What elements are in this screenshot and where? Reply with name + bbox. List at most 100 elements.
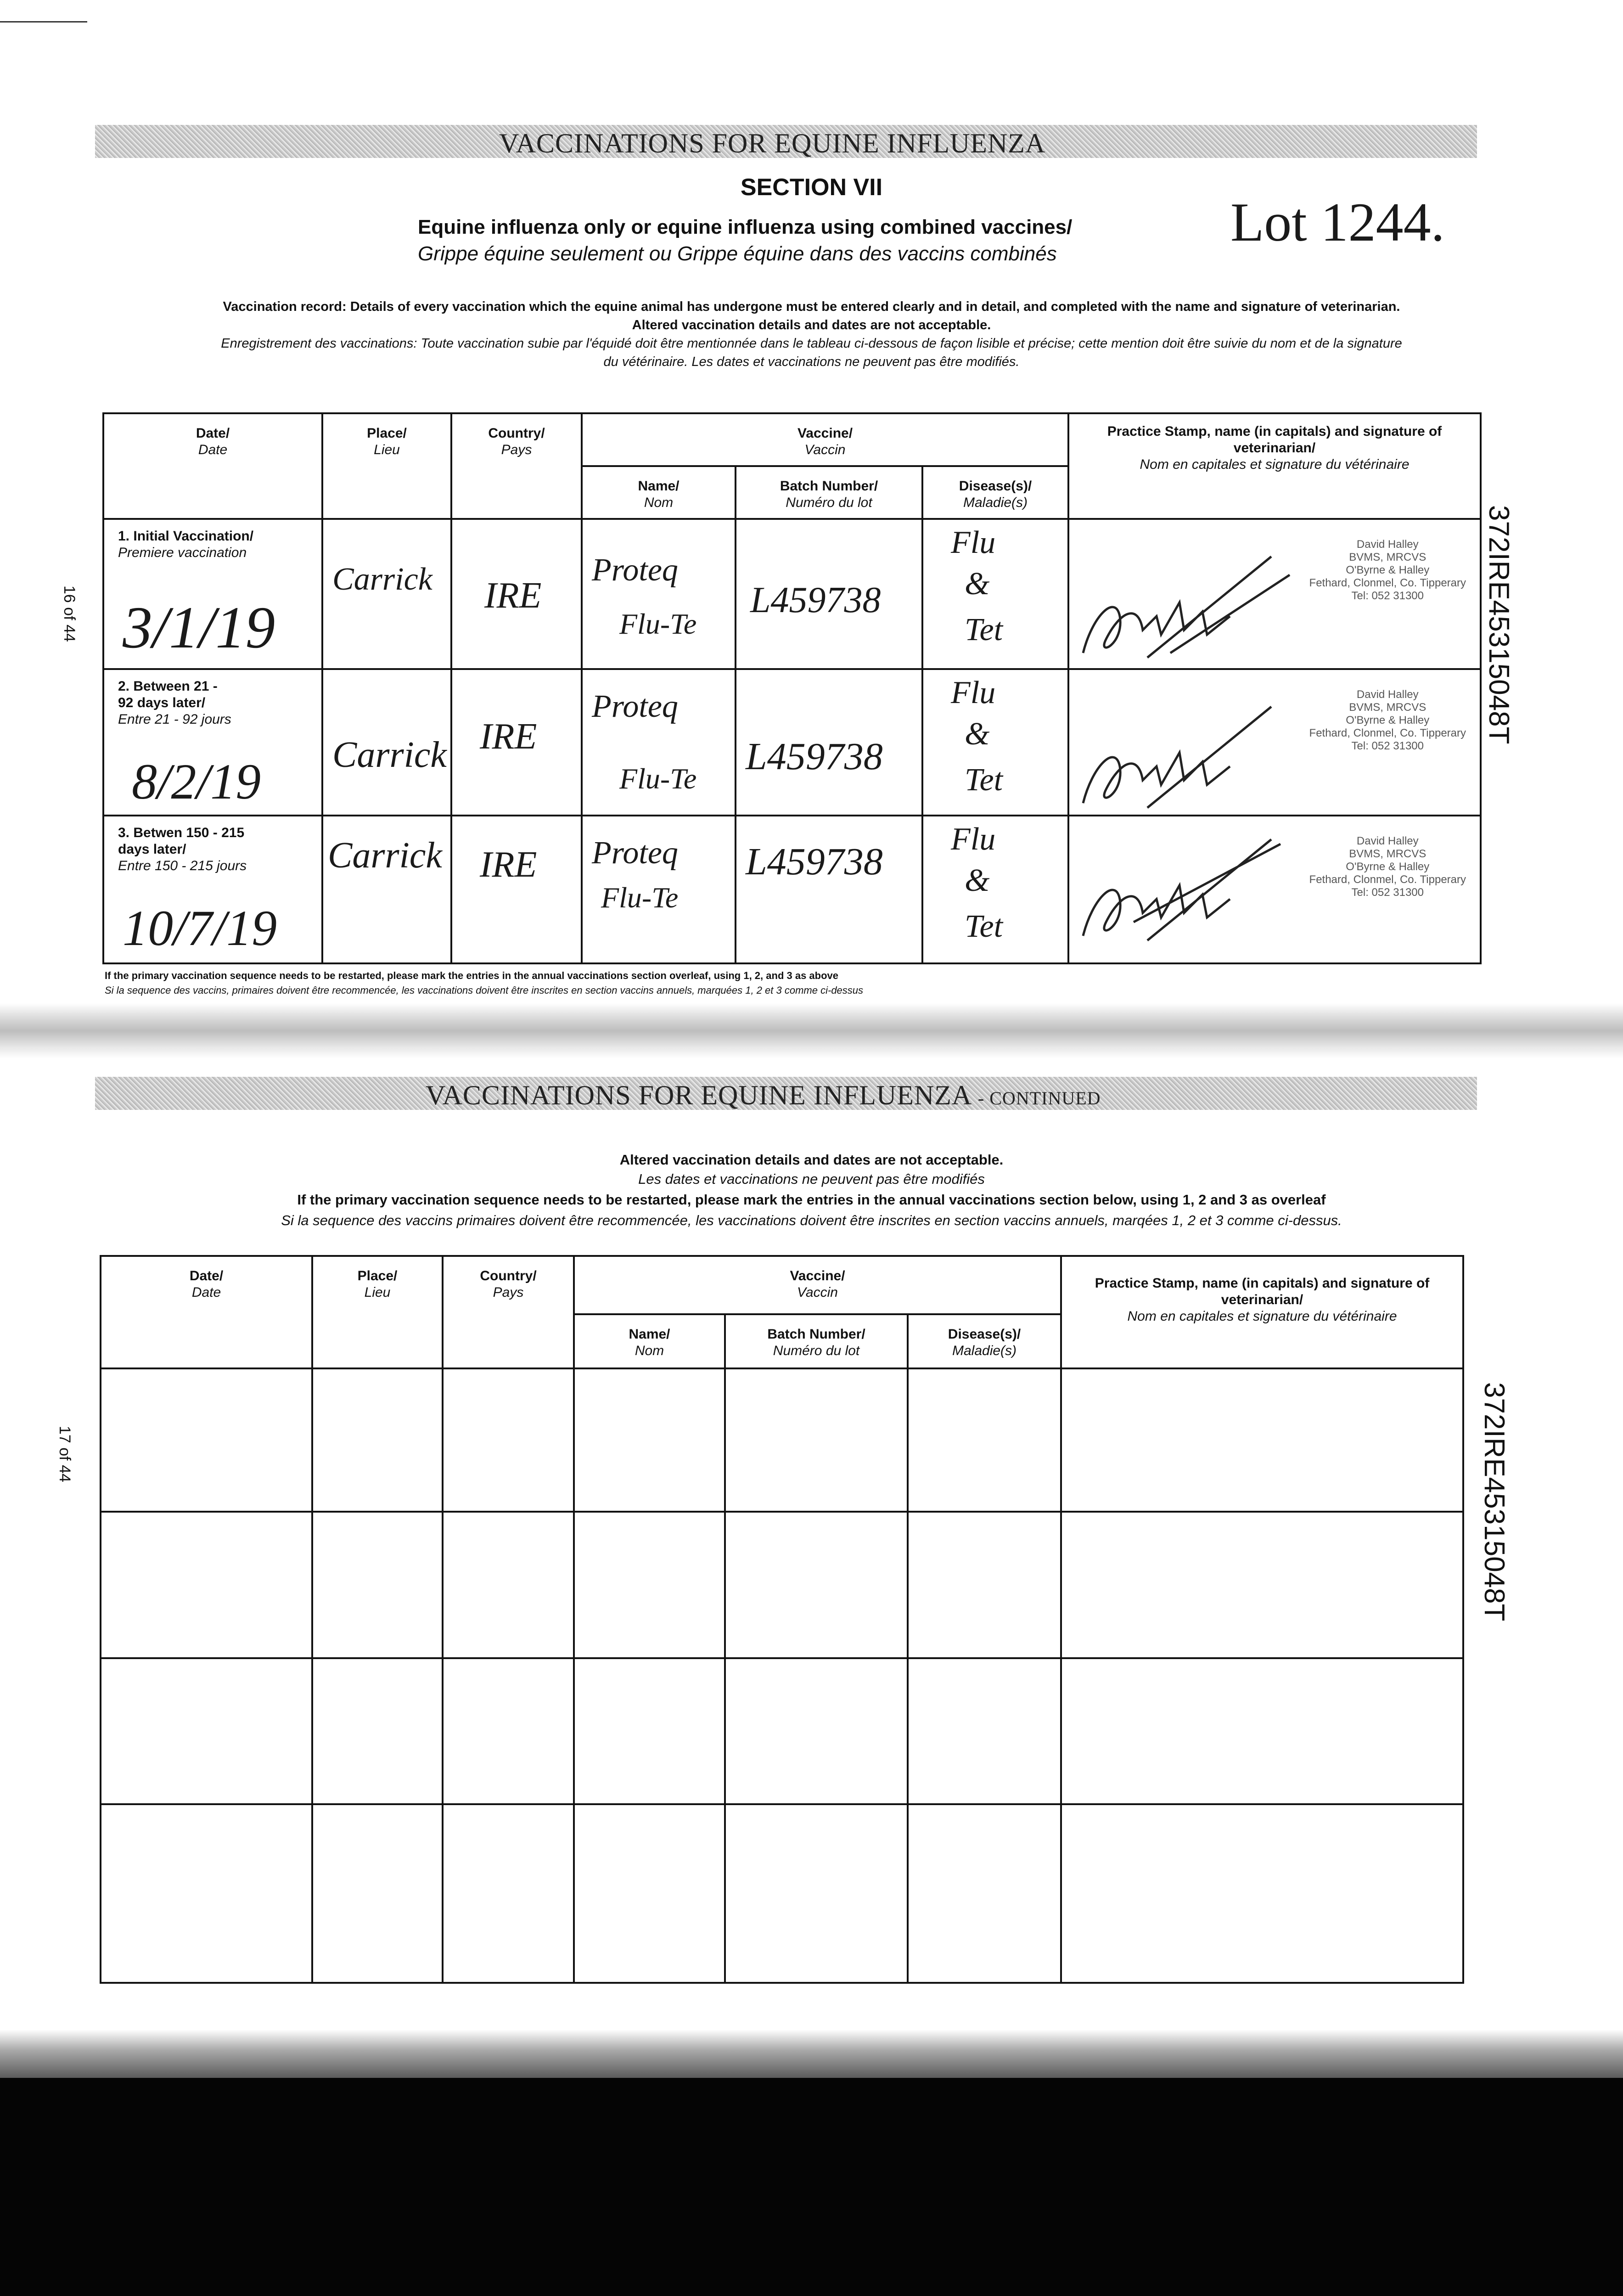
disease-cell[interactable] bbox=[906, 1511, 1062, 1659]
veterinarian-signature bbox=[1082, 838, 1281, 941]
place-cell[interactable] bbox=[311, 1657, 444, 1805]
batch-cell[interactable]: L459738 bbox=[735, 668, 923, 816]
disease-cell[interactable] bbox=[906, 1367, 1062, 1513]
handwritten-disease-3: Tet bbox=[965, 762, 1003, 798]
disease-cell[interactable]: Flu & Tet bbox=[921, 668, 1070, 816]
veterinarian-signature bbox=[1082, 556, 1291, 658]
country-cell[interactable]: IRE bbox=[450, 815, 583, 964]
stamp-signature-cell[interactable] bbox=[1060, 1803, 1465, 1984]
header-disease-en: Disease(s)/ bbox=[948, 1327, 1021, 1342]
batch-cell[interactable]: L459738 bbox=[735, 518, 923, 670]
disease-cell[interactable]: Flu & Tet bbox=[921, 815, 1070, 964]
handwritten-place: Carrick bbox=[328, 835, 442, 876]
vaccine-name-cell[interactable]: Proteq Flu-Te bbox=[581, 668, 736, 816]
band-title-suffix: - CONTINUED bbox=[977, 1088, 1101, 1109]
stamp-signature-cell[interactable] bbox=[1060, 1367, 1465, 1513]
stamp-signature-cell[interactable] bbox=[1060, 1657, 1465, 1805]
stamp-line: Fethard, Clonmel, Co. Tipperary bbox=[1309, 873, 1466, 886]
batch-cell[interactable] bbox=[724, 1367, 909, 1513]
stamp-line: O'Byrne & Halley bbox=[1346, 564, 1430, 576]
date-cell[interactable]: 2. Between 21 - 92 days later/Entre 21 -… bbox=[102, 668, 323, 816]
side-id-page-16: 372IRE45315048T bbox=[1483, 505, 1515, 744]
stamp-signature-cell[interactable] bbox=[1060, 1511, 1465, 1659]
header-name: Name/Nom bbox=[573, 1313, 726, 1369]
top-rule bbox=[0, 21, 87, 23]
vaccine-name-cell[interactable]: Proteq Flu-Te bbox=[581, 815, 736, 964]
stamp-line: Fethard, Clonmel, Co. Tipperary bbox=[1309, 577, 1466, 589]
disease-cell[interactable] bbox=[906, 1803, 1062, 1984]
date-cell[interactable] bbox=[100, 1803, 313, 1984]
table-row: 1. Initial Vaccination/Premiere vaccinat… bbox=[102, 518, 1482, 670]
date-cell[interactable] bbox=[100, 1657, 313, 1805]
header-stamp-fr: Nom en capitales et signature du vétérin… bbox=[1140, 457, 1410, 472]
header-place-fr: Lieu bbox=[364, 1285, 391, 1300]
vaccine-name-cell[interactable] bbox=[573, 1367, 726, 1513]
batch-cell[interactable] bbox=[724, 1511, 909, 1659]
header-vaccine-en: Vaccine/ bbox=[790, 1268, 845, 1283]
header-country: Country/Pays bbox=[450, 412, 583, 520]
stamp-signature-cell[interactable]: David Halley BVMS, MRCVS O'Byrne & Halley F… bbox=[1067, 815, 1482, 964]
date-cell[interactable]: 3. Betwen 150 - 215 days later/Entre 150… bbox=[102, 815, 323, 964]
restart-text-fr: Si la sequence des vaccins primaires doi… bbox=[281, 1212, 1342, 1228]
batch-cell[interactable] bbox=[724, 1803, 909, 1984]
country-cell[interactable] bbox=[442, 1803, 575, 1984]
date-cell[interactable] bbox=[100, 1367, 313, 1513]
restart-text-en: If the primary vaccination sequence need… bbox=[297, 1192, 1326, 1208]
country-cell[interactable]: IRE bbox=[450, 668, 583, 816]
record-text-en-2: Altered vaccination details and dates ar… bbox=[632, 318, 991, 332]
row-label: 2. Between 21 - 92 days later/ bbox=[118, 679, 218, 710]
header-country-en: Country/ bbox=[488, 426, 545, 441]
subtitle-en: Equine influenza only or equine influenz… bbox=[418, 216, 1073, 238]
handwritten-vaccine-name-2: Flu-Te bbox=[619, 608, 697, 640]
scan-bottom-shadow bbox=[0, 2030, 1623, 2080]
altered-text-en: Altered vaccination details and dates ar… bbox=[619, 1152, 1004, 1168]
stamp-line: BVMS, MRCVS bbox=[1349, 701, 1426, 714]
scan-black-margin bbox=[0, 2078, 1623, 2296]
row-label: 3. Betwen 150 - 215 days later/ bbox=[118, 825, 245, 857]
disease-cell[interactable] bbox=[906, 1657, 1062, 1805]
handwritten-disease-2: & bbox=[965, 863, 990, 898]
header-place-en: Place/ bbox=[367, 426, 407, 441]
header-disease-fr: Maladie(s) bbox=[952, 1343, 1017, 1358]
stamp-line: BVMS, MRCVS bbox=[1349, 551, 1426, 563]
header-country: Country/Pays bbox=[442, 1255, 575, 1369]
header-date-en: Date/ bbox=[196, 426, 230, 441]
date-cell[interactable] bbox=[100, 1511, 313, 1659]
vaccine-name-cell[interactable] bbox=[573, 1803, 726, 1984]
stamp-signature-cell[interactable]: David Halley BVMS, MRCVS O'Byrne & Halley F… bbox=[1067, 668, 1482, 816]
country-cell[interactable] bbox=[442, 1511, 575, 1659]
section-header-title: VACCINATIONS FOR EQUINE INFLUENZA bbox=[499, 128, 1046, 158]
place-cell[interactable]: Carrick bbox=[321, 815, 452, 964]
place-cell[interactable] bbox=[311, 1803, 444, 1984]
header-vaccine-en: Vaccine/ bbox=[797, 426, 853, 441]
country-cell[interactable]: IRE bbox=[450, 518, 583, 670]
country-cell[interactable] bbox=[442, 1657, 575, 1805]
place-cell[interactable] bbox=[311, 1367, 444, 1513]
header-place: Place/Lieu bbox=[311, 1255, 444, 1369]
batch-cell[interactable]: L459738 bbox=[735, 815, 923, 964]
altered-text-fr: Les dates et vaccinations ne peuvent pas… bbox=[638, 1171, 985, 1187]
header-date: Date/Date bbox=[100, 1255, 313, 1369]
vaccine-name-cell[interactable] bbox=[573, 1511, 726, 1659]
stamp-signature-cell[interactable]: David Halley BVMS, MRCVS O'Byrne & Halley F… bbox=[1067, 518, 1482, 670]
record-text-fr: Enregistrement des vaccinations: Toute v… bbox=[221, 336, 1402, 351]
handwritten-vaccine-name: Proteq bbox=[592, 689, 678, 724]
header-stamp-en: Practice Stamp, name (in capitals) and s… bbox=[1107, 424, 1442, 456]
place-cell[interactable]: Carrick bbox=[321, 668, 452, 816]
header-name-en: Name/ bbox=[638, 478, 680, 494]
header-name: Name/Nom bbox=[581, 465, 736, 520]
place-cell[interactable] bbox=[311, 1511, 444, 1659]
date-cell[interactable]: 1. Initial Vaccination/Premiere vaccinat… bbox=[102, 518, 323, 670]
vaccine-name-cell[interactable] bbox=[573, 1657, 726, 1805]
handwritten-country: IRE bbox=[484, 575, 542, 616]
vaccine-name-cell[interactable]: Proteq Flu-Te bbox=[581, 518, 736, 670]
disease-cell[interactable]: Flu & Tet bbox=[921, 518, 1070, 670]
handwritten-date: 8/2/19 bbox=[132, 754, 261, 810]
header-stamp: Practice Stamp, name (in capitals) and s… bbox=[1067, 412, 1482, 520]
place-cell[interactable]: Carrick bbox=[321, 518, 452, 670]
country-cell[interactable] bbox=[442, 1367, 575, 1513]
header-place-en: Place/ bbox=[357, 1268, 398, 1283]
stamp-line: Tel: 052 31300 bbox=[1351, 740, 1424, 752]
batch-cell[interactable] bbox=[724, 1657, 909, 1805]
lot-handwritten-note: Lot 1244. bbox=[1230, 191, 1445, 253]
